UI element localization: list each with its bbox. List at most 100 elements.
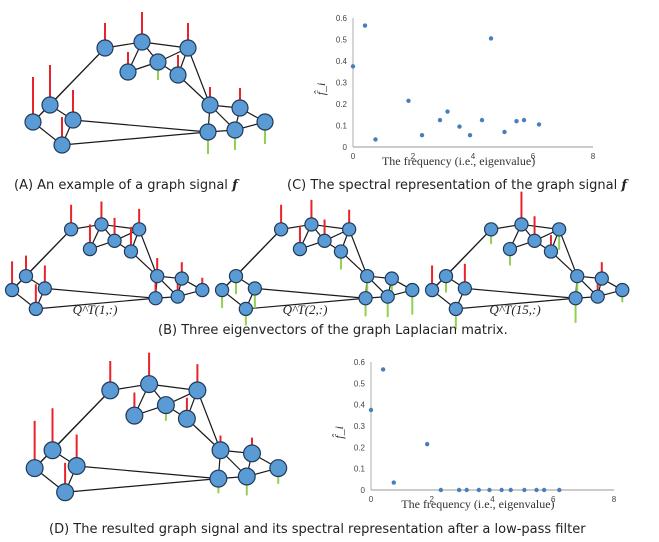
graph-b1-node	[123, 244, 139, 259]
chart-d-point	[368, 407, 374, 413]
graph-b3-node	[483, 222, 499, 237]
graph-b3-edge	[455, 297, 576, 310]
graph-b2-node	[292, 241, 308, 257]
graph-b2-node	[273, 222, 289, 237]
graph-a-node	[199, 123, 217, 141]
graph-a-node	[24, 113, 42, 131]
graph-d-node	[269, 459, 288, 478]
graph-b2-node	[405, 282, 420, 298]
chart-c-point	[406, 98, 411, 103]
eigenvector-label-2: Q^T(2,:)	[283, 302, 328, 317]
chart-d-y-tick-label: 0	[361, 486, 366, 495]
graph-b3-node	[438, 268, 454, 284]
caption-c-symbol: f	[621, 178, 627, 193]
chart-c-point	[488, 36, 494, 41]
graph-a-edge	[72, 119, 209, 133]
chart-c-y-tick-label: 0.4	[336, 57, 348, 66]
graph-b2-node	[358, 291, 373, 306]
graph-b1-edge	[35, 297, 156, 310]
chart-d-y-label: f̂_i	[331, 426, 346, 439]
chart-c-y-tick-label: 0.2	[336, 100, 348, 109]
chart-c-point	[479, 117, 485, 123]
chart-c-point	[350, 64, 356, 69]
graph-a-group	[24, 12, 274, 154]
caption-a-symbol: f	[232, 178, 238, 193]
graph-b1-edge	[138, 229, 158, 277]
graph-d-edge	[196, 390, 222, 451]
chart-d-x-tick-label: 6	[551, 495, 556, 504]
chart-d-y-tick-label: 0.5	[354, 379, 366, 388]
graph-b3-edge	[464, 287, 576, 299]
graph-d-group	[25, 352, 288, 502]
graph-a-node	[41, 96, 59, 114]
graph-b2-node	[238, 301, 253, 317]
chart-d-point	[476, 487, 482, 493]
graph-b3-node	[448, 301, 463, 317]
graph-b2-node	[247, 281, 263, 296]
graph-b3-node	[615, 282, 630, 298]
graph-b2-edge	[245, 297, 366, 310]
chart-d-point	[534, 487, 539, 493]
chart-d-y-tick-label: 0.2	[354, 443, 366, 452]
graph-b1-node	[170, 289, 185, 304]
caption-d: (D) The resulted graph signal and its sp…	[49, 522, 586, 537]
graph-d-node	[188, 381, 207, 400]
chart-c-y-tick-label: 0.6	[336, 14, 348, 23]
graph-d-node	[209, 469, 228, 488]
chart-d-point	[541, 487, 547, 493]
chart-c-x-tick-label: 2	[411, 152, 416, 161]
chart-d-point	[464, 487, 469, 493]
graph-b3-node	[594, 271, 609, 286]
graph-a-edge	[187, 47, 211, 106]
eigenvector-label-3: Q^T(15,:)	[489, 302, 540, 317]
chart-c-x-tick-label: 4	[471, 152, 476, 161]
graph-d-edge	[76, 465, 219, 480]
graph-b1-node	[174, 271, 189, 286]
graph-b2-node	[333, 244, 349, 259]
chart-d-x-tick-label: 8	[612, 495, 617, 504]
chart-c-point	[362, 23, 368, 28]
graph-d-node	[25, 459, 44, 478]
graph-d-node	[67, 457, 86, 476]
graph-b1-edge	[25, 228, 72, 277]
graph-d-node	[125, 406, 144, 425]
graph-b1-node	[94, 217, 109, 232]
chart-d-x-label: The frequency (i.e., eigenvalue)	[401, 497, 554, 511]
chart-d-point	[499, 487, 504, 493]
chart-c-point	[419, 132, 425, 138]
chart-c-point	[521, 117, 527, 123]
graph-b1-node	[195, 282, 210, 298]
graph-d-node	[237, 467, 256, 486]
caption-c-text: (C) The spectral representation of the g…	[287, 178, 622, 193]
chart-d-y-tick-label: 0.1	[354, 465, 366, 474]
graph-b3-node	[457, 281, 473, 296]
chart-d-y-tick-label: 0.6	[354, 358, 366, 367]
chart-c-point	[373, 137, 378, 142]
graph-b1-node	[37, 281, 53, 296]
graph-b3-node	[543, 244, 559, 259]
graph-d-node	[43, 441, 62, 460]
chart-d-point	[487, 487, 492, 493]
chart-c-y-label: f̂_i	[313, 83, 328, 96]
graph-a-node	[256, 113, 274, 131]
chart-c-x-tick-label: 0	[351, 152, 356, 161]
graph-b2-edge	[254, 287, 366, 299]
graph-d-node	[177, 409, 196, 428]
chart-d-point	[424, 441, 430, 447]
chart-c-y-tick-label: 0.5	[336, 36, 348, 45]
graph-b2-group	[214, 199, 420, 326]
graph-b3-node	[502, 241, 518, 257]
caption-b: (B) Three eigenvectors of the graph Lapl…	[158, 323, 508, 338]
graph-b2-node	[317, 233, 332, 248]
graph-b3-node	[551, 222, 567, 237]
graph-b2-edge	[348, 229, 368, 277]
graph-d-node	[101, 381, 120, 400]
graph-a-node	[133, 33, 151, 51]
chart-d-point	[522, 487, 527, 493]
graph-b1-node	[82, 241, 98, 257]
graph-a-node	[149, 53, 167, 71]
graph-a-node	[169, 66, 187, 84]
eigenvector-label-1: Q^T(1,:)	[73, 302, 118, 317]
